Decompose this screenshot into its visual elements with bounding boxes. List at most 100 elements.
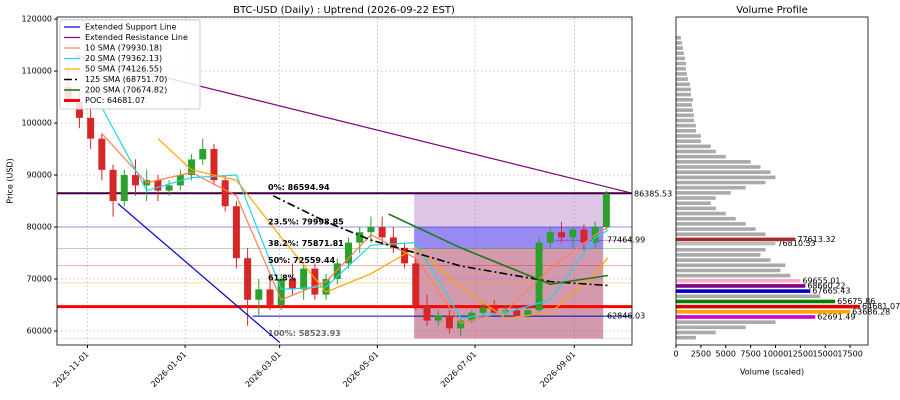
y-tick-label: 90000: [27, 171, 52, 180]
volume-bar: [676, 211, 726, 216]
volume-bar: [676, 222, 746, 226]
candle-body: [255, 289, 263, 300]
level-label: 77464.99: [607, 236, 645, 245]
x-tick-label: 0: [673, 350, 678, 359]
volume-bar: [676, 139, 701, 143]
volume-bar: [676, 227, 756, 231]
y-tick-label: 120000: [21, 15, 52, 24]
series-line: [272, 195, 609, 287]
volume-bar: [676, 310, 851, 314]
candle-body: [221, 180, 229, 207]
volume-bar: [676, 66, 686, 71]
level-label: 86385.53: [634, 189, 672, 198]
volume-bar: [676, 165, 761, 169]
candle-body: [524, 310, 532, 316]
volume-bar: [676, 170, 771, 174]
volume-bar: [676, 185, 746, 190]
candle-body: [87, 117, 95, 139]
legend-label: 10 SMA (79930.18): [85, 44, 162, 53]
volume-bar: [676, 134, 701, 138]
y-tick-label: 110000: [21, 67, 52, 76]
volume-bar: [676, 216, 736, 221]
x-tick-label: 5000: [716, 350, 736, 359]
candle-body: [277, 278, 285, 305]
volume-bar: [676, 273, 791, 278]
level-label: 64681.07: [862, 302, 900, 311]
candle-body: [558, 232, 566, 238]
candle-body: [199, 149, 207, 160]
volume-bar: [676, 232, 766, 237]
volume-bar: [676, 268, 781, 273]
volume-bar: [676, 191, 731, 195]
level-label: 62846.03: [607, 312, 645, 321]
fib-label: 50%: 72559.44: [268, 256, 336, 265]
x-tick-label: 7500: [740, 350, 760, 359]
volume-bar: [676, 206, 716, 211]
volume-bar: [676, 108, 693, 112]
volume-bar: [676, 237, 796, 242]
level-label: 67665.43: [812, 287, 850, 296]
level-label: 65675.86: [837, 297, 875, 306]
candle-body: [602, 193, 610, 228]
series-line: [101, 132, 609, 324]
candle-body: [288, 278, 296, 290]
plot-frame: [56, 16, 633, 346]
candle-body: [457, 320, 465, 329]
candle-body: [479, 307, 487, 313]
level-label: 63686.28: [852, 307, 890, 316]
volume-bar: [676, 92, 691, 97]
fib-label: 38.2%: 75871.81: [268, 239, 344, 248]
candle-body: [188, 159, 196, 176]
volume-bar: [676, 325, 746, 330]
volume-bar: [676, 72, 687, 76]
x-axis-label: Volume (scaled): [740, 368, 804, 377]
y-tick-label: 60000: [27, 326, 52, 335]
volume-bar: [676, 263, 786, 268]
series-line: [101, 107, 609, 319]
y-tick-label: 80000: [27, 223, 52, 232]
volume-bar: [676, 154, 726, 159]
volume-bar: [676, 41, 682, 45]
volume-bar: [676, 201, 711, 206]
fib-label: 61.8%: [268, 273, 296, 282]
candle-body: [266, 289, 274, 305]
level-label: 77613.32: [797, 235, 835, 244]
candle-body: [98, 138, 106, 170]
volume-bar: [676, 113, 694, 118]
legend-label: Extended Resistance Line: [85, 33, 188, 42]
candle-body: [378, 227, 386, 238]
volume-bar: [676, 330, 716, 335]
volume-bar: [676, 97, 693, 102]
volume-bar: [676, 160, 751, 164]
volume-bar: [676, 82, 690, 87]
candle-body: [445, 315, 453, 329]
volume-bar: [676, 294, 821, 299]
candle-body: [109, 169, 117, 202]
volume-bar: [676, 175, 776, 180]
x-tick-label: 15000: [812, 350, 837, 359]
x-tick-label: 17500: [837, 350, 862, 359]
volume-title: Volume Profile: [736, 5, 807, 16]
candle-body: [131, 175, 139, 186]
plot-frame: [675, 16, 869, 346]
candle-body: [535, 242, 543, 311]
volume-bar: [676, 196, 716, 200]
candle-body: [345, 242, 353, 264]
volume-bar: [676, 299, 836, 304]
zone: [414, 248, 604, 339]
x-tick-label: 10000: [763, 350, 788, 359]
y-axis-label: Price (USD): [6, 158, 15, 203]
candle-body: [513, 310, 521, 316]
fib-label: 100%: 58523.93: [268, 329, 341, 338]
candle-body: [546, 232, 554, 243]
legend-label: 50 SMA (74126.55): [85, 65, 162, 74]
volume-bar: [676, 278, 801, 283]
x-tick-label: 12500: [788, 350, 813, 359]
candle-body: [401, 247, 409, 264]
volume-bar: [676, 103, 692, 107]
candle-body: [165, 185, 173, 191]
volume-bar: [676, 129, 696, 133]
volume-bar: [676, 258, 771, 262]
volume-bar: [676, 320, 776, 324]
